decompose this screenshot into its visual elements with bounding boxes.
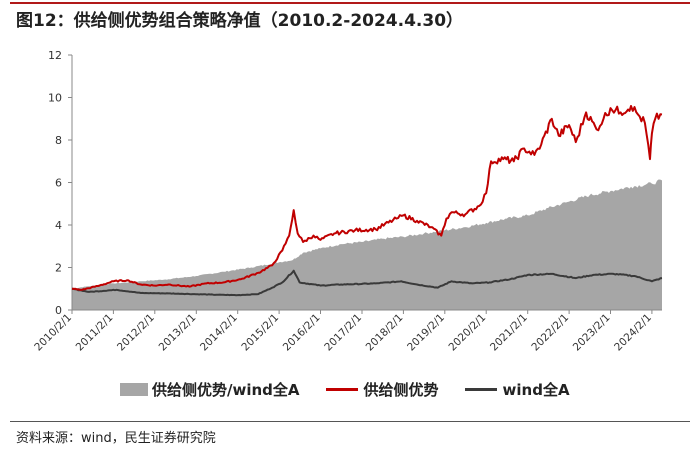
y-tick-label: 2: [55, 262, 62, 275]
legend-swatch-ratio: [120, 383, 148, 396]
legend-item-wind: wind全A: [464, 379, 570, 400]
y-tick-label: 0: [55, 304, 62, 317]
legend-item-ratio: 供给侧优势/wind全A: [120, 379, 300, 400]
chart-canvas: 0 2 4 6 8 10 12 2010/2/1 2011/2/1 2012/2/1 2013/2/…: [32, 49, 663, 354]
x-tick-label: 2022/2/1: [529, 312, 571, 354]
series-line-wind: [71, 269, 663, 297]
series-area-ratio: [72, 179, 662, 310]
area-layer: [72, 179, 662, 310]
legend-item-supply: 供给侧优势: [325, 379, 439, 400]
y-tick-label: 8: [55, 134, 62, 147]
x-tick-label: 2024/2/1: [612, 312, 654, 354]
legend-swatch-supply: [325, 388, 358, 391]
y-tick-label: 6: [55, 177, 62, 190]
source-note: 资料来源：wind，民生证券研究院: [16, 431, 216, 446]
x-tick-label: 2021/2/1: [488, 312, 530, 354]
chart-title: 图12：供给侧优势组合策略净值（2010.2-2024.4.30）: [16, 11, 464, 31]
x-tick-label: 2012/2/1: [115, 312, 157, 354]
legend-label-supply: 供给侧优势: [363, 381, 439, 399]
line-layer: [71, 105, 663, 297]
y-tick-label: 10: [48, 92, 62, 105]
series-line-supply: [71, 105, 663, 291]
x-tick-label: 2013/2/1: [157, 312, 199, 354]
legend-swatch-wind: [464, 388, 497, 391]
legend-label-ratio: 供给侧优势/wind全A: [152, 381, 300, 399]
x-tick-label: 2011/2/1: [74, 312, 116, 354]
x-tick-label: 2010/2/1: [32, 312, 74, 354]
x-tick-label: 2017/2/1: [322, 312, 364, 354]
x-tick-label: 2023/2/1: [571, 312, 613, 354]
y-tick-label: 4: [55, 219, 62, 232]
legend-label-wind: wind全A: [502, 381, 570, 399]
title-rule: [10, 2, 690, 4]
x-tick-label: 2018/2/1: [364, 312, 406, 354]
x-tick-label: 2019/2/1: [405, 312, 447, 354]
x-tick-label: 2014/2/1: [198, 312, 240, 354]
x-tick-label: 2016/2/1: [281, 312, 323, 354]
x-tick-label: 2020/2/1: [446, 312, 488, 354]
legend: 供给侧优势/wind全A 供给侧优势 wind全A: [120, 379, 596, 400]
x-tick-label: 2015/2/1: [239, 312, 281, 354]
y-tick-label: 12: [48, 49, 62, 62]
source-rule: [10, 421, 690, 422]
